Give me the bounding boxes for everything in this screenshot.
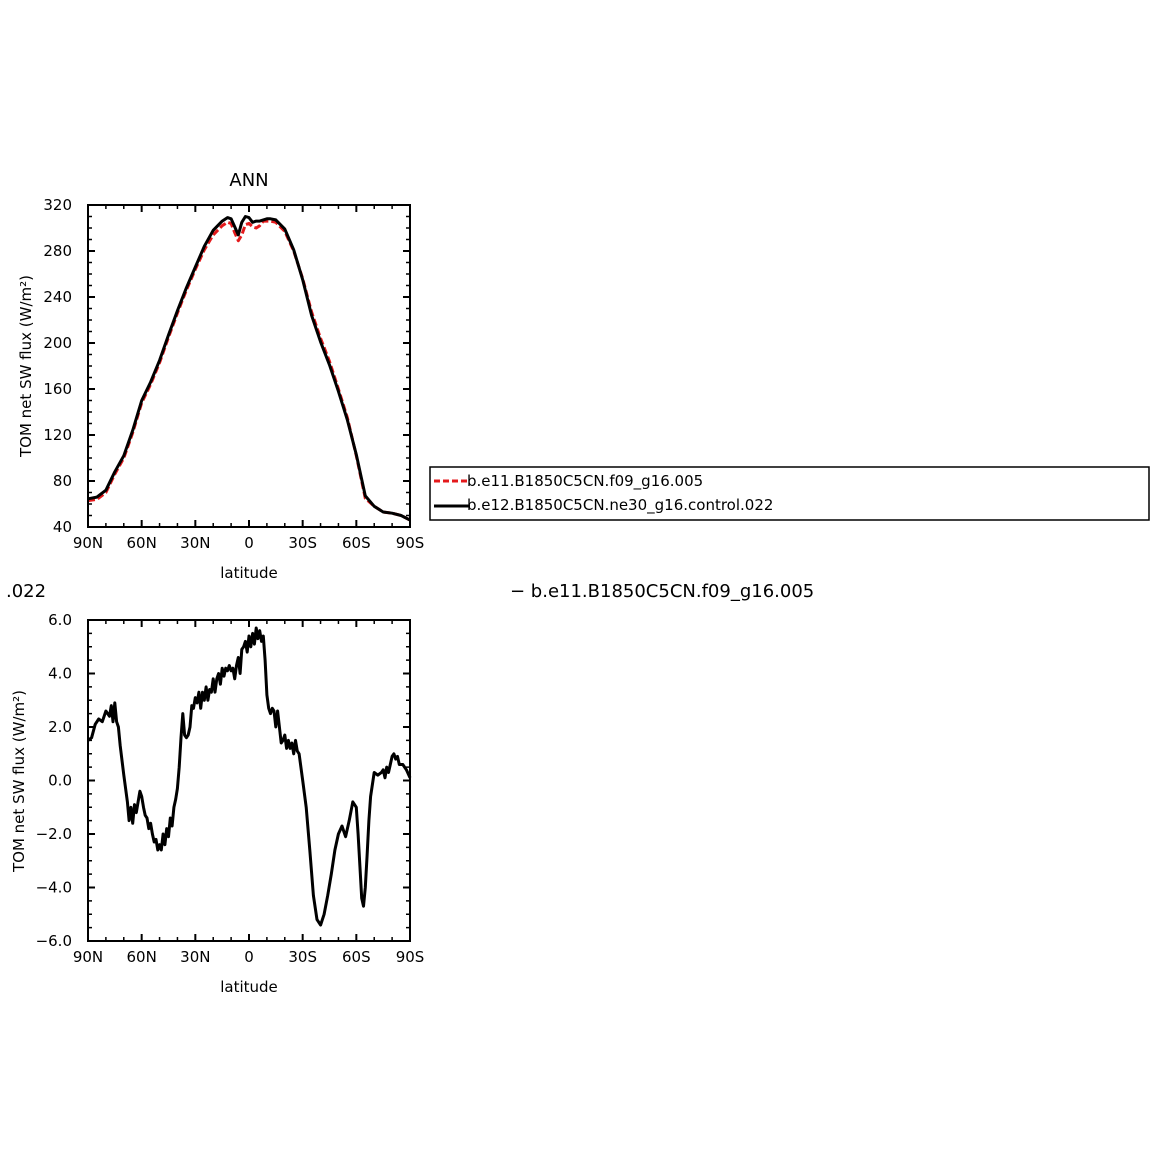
bottom-panel-series-line-1	[87, 626, 412, 927]
top-panel-y-tick-labels: 40 80 120 160 200 240 280 320	[43, 196, 72, 536]
bottom-panel-x-tick-label: 0	[244, 948, 254, 966]
top-panel-y-tick-label: 320	[43, 196, 72, 214]
top-panel-y-axis-label: TOM net SW flux (W/m²)	[17, 275, 35, 458]
bottom-panel-x-tick-label: 60N	[127, 948, 157, 966]
bottom-panel-x-tick-label: 30N	[180, 948, 210, 966]
bottom-panel-y-axis-label: TOM net SW flux (W/m²)	[10, 690, 28, 873]
bottom-panel-x-tick-labels: 90N 60N 30N 0 30S 60S 90S	[73, 948, 424, 966]
top-panel-x-tick-label: 90S	[396, 534, 425, 552]
top-panel-y-tick-label: 280	[43, 242, 72, 260]
bottom-panel-y-tick-label: 0.0	[48, 772, 72, 790]
top-panel-x-tick-label: 90N	[73, 534, 103, 552]
bottom-panel-y-tick-label: −2.0	[36, 825, 72, 843]
top-panel-title: ANN	[229, 170, 268, 191]
top-panel-x-tick-labels: 90N 60N 30N 0 30S 60S 90S	[73, 534, 424, 552]
bottom-panel-y-tick-label: −4.0	[36, 879, 72, 897]
top-panel-x-tick-label: 30S	[288, 534, 317, 552]
bottom-panel-y-tick-labels: 6.0 4.0 2.0 0.0 −2.0 −4.0 −6.0	[36, 611, 72, 950]
bottom-panel-y-tick-label: 2.0	[48, 718, 72, 736]
top-panel-y-tick-label: 160	[43, 380, 72, 398]
top-panel-series	[87, 215, 411, 522]
bottom-panel-title: .022	[6, 581, 46, 602]
bottom-panel-x-tick-label: 90S	[396, 948, 425, 966]
bottom-panel-x-tick-label: 90N	[73, 948, 103, 966]
legend-entry-series-2: b.e12.B1850C5CN.ne30_g16.control.022	[467, 496, 773, 515]
top-panel-x-tick-label: 60N	[127, 534, 157, 552]
bottom-panel-x-tick-label: 30S	[288, 948, 317, 966]
top-panel-ticks	[87, 204, 411, 528]
bottom-panel-y-tick-label: 4.0	[48, 665, 72, 683]
top-panel-y-tick-label: 120	[43, 426, 72, 444]
bottom-panel-x-tick-label: 60S	[342, 948, 371, 966]
bottom-panel-series	[87, 626, 412, 927]
top-panel-x-tick-label: 60S	[342, 534, 371, 552]
legend: b.e11.B1850C5CN.f09_g16.005 b.e12.B1850C…	[429, 466, 1150, 521]
top-panel-series-line-2	[87, 215, 411, 522]
top-panel-y-tick-label: 40	[53, 518, 72, 536]
bottom-panel-ticks	[87, 619, 411, 942]
top-panel-y-tick-label: 240	[43, 288, 72, 306]
top-panel-x-tick-label: 30N	[180, 534, 210, 552]
legend-entry-series-1: b.e11.B1850C5CN.f09_g16.005	[467, 472, 703, 491]
bottom-panel-y-tick-label: 6.0	[48, 611, 72, 629]
legend-box	[429, 466, 1150, 521]
top-panel-x-axis-label: latitude	[220, 564, 278, 582]
bottom-panel-x-axis-label: latitude	[220, 978, 278, 996]
bottom-panel: .022 − b.e11.B1850C5CN.f09_g16.005 90N 60…	[6, 581, 814, 996]
top-panel-x-tick-label: 0	[244, 534, 254, 552]
bottom-panel-y-tick-label: −6.0	[36, 932, 72, 950]
bottom-panel-subtitle: − b.e11.B1850C5CN.f09_g16.005	[510, 581, 814, 602]
top-panel-y-tick-label: 80	[53, 472, 72, 490]
top-panel-y-tick-label: 200	[43, 334, 72, 352]
top-panel: ANN 90N 60N 30N 0 30S 60S 90S 40 80 120 160 200 240…	[17, 170, 424, 582]
